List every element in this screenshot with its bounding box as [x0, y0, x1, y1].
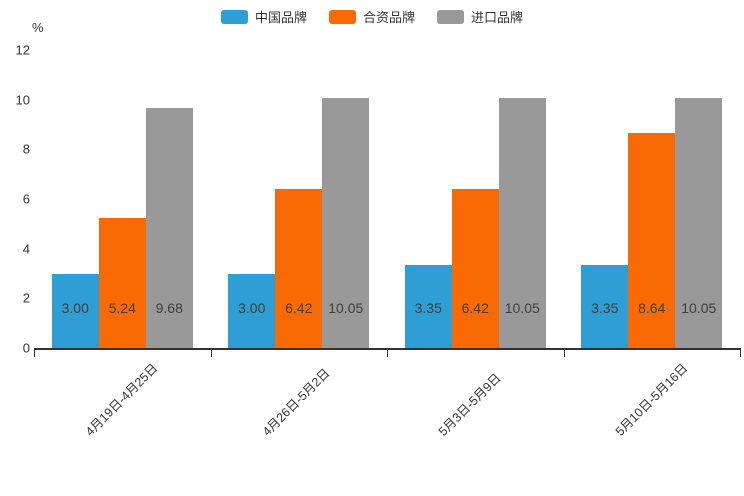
x-axis-tick-3 — [564, 348, 565, 357]
x-axis-label-2: 5月3日-5月9日 — [436, 370, 504, 439]
bar-0-0[interactable] — [51, 273, 99, 348]
legend-swatch-icon-0 — [220, 10, 248, 24]
bar-value-label-2-2: 10.05 — [504, 300, 540, 316]
legend-item-2[interactable]: 进口品牌 — [437, 10, 523, 24]
bar-value-label-1-2: 6.42 — [461, 300, 489, 316]
y-axis-tick-12: 12 — [15, 42, 30, 58]
x-axis-tick-1 — [211, 348, 212, 357]
bar-0-3[interactable] — [581, 264, 629, 348]
bar-value-label-2-1: 10.05 — [328, 300, 364, 316]
y-axis-tick-2: 2 — [22, 290, 30, 306]
bars-layer: 3.00 5.24 9.68 3.00 6.42 10.05 3.35 6.42 10.05 3.… — [51, 98, 723, 348]
y-axis-tick-0: 0 — [22, 340, 30, 356]
legend-label-0: 中国品牌 — [254, 9, 307, 25]
legend-swatch-icon-2 — [437, 10, 464, 24]
bar-value-label-1-3: 8.64 — [638, 300, 666, 316]
legend-label-2: 进口品牌 — [471, 9, 524, 25]
bar-1-0[interactable] — [98, 217, 146, 348]
bar-1-1[interactable] — [275, 188, 323, 348]
y-axis-tick-6: 6 — [22, 191, 30, 207]
bar-2-3[interactable] — [675, 98, 723, 348]
bar-value-label-0-3: 3.35 — [591, 300, 619, 316]
bar-value-label-0-1: 3.00 — [238, 300, 266, 316]
y-axis-tick-4: 4 — [22, 241, 30, 257]
bar-value-label-0-0: 3.00 — [61, 300, 89, 316]
bar-value-label-2-0: 9.68 — [155, 300, 183, 316]
chart-legend: 中国品牌 合资品牌 进口品牌 — [0, 10, 744, 24]
bar-0-1[interactable] — [228, 273, 276, 348]
legend-item-0[interactable]: 中国品牌 — [220, 9, 307, 25]
y-axis-tick-8: 8 — [22, 141, 30, 157]
bar-value-label-1-0: 5.24 — [108, 300, 136, 316]
x-axis-label-3: 5月10日-5月16日 — [612, 361, 691, 439]
bar-value-label-1-1: 6.42 — [285, 300, 313, 316]
x-axis-label-0: 4月19日-4月25日 — [83, 361, 161, 439]
bar-2-1[interactable] — [322, 98, 370, 348]
bar-2-2[interactable] — [498, 98, 546, 348]
bar-1-2[interactable] — [451, 188, 499, 348]
legend-label-1: 合资品牌 — [362, 9, 415, 25]
x-axis-tick-4 — [740, 348, 741, 357]
y-axis-unit-label: % — [32, 20, 44, 35]
bar-2-0[interactable] — [145, 107, 193, 348]
bar-value-label-2-3: 10.05 — [681, 300, 717, 316]
x-axis-tick-0 — [34, 348, 35, 357]
legend-swatch-icon-1 — [328, 10, 356, 24]
bar-value-label-0-2: 3.35 — [414, 300, 442, 316]
bar-0-2[interactable] — [404, 264, 452, 348]
legend-item-1[interactable]: 合资品牌 — [328, 9, 415, 25]
x-axis-tick-2 — [387, 348, 388, 357]
x-axis-label-1: 4月26日-5月2日 — [259, 365, 333, 439]
bar-1-3[interactable] — [628, 133, 676, 348]
y-axis-tick-10: 10 — [15, 92, 30, 108]
